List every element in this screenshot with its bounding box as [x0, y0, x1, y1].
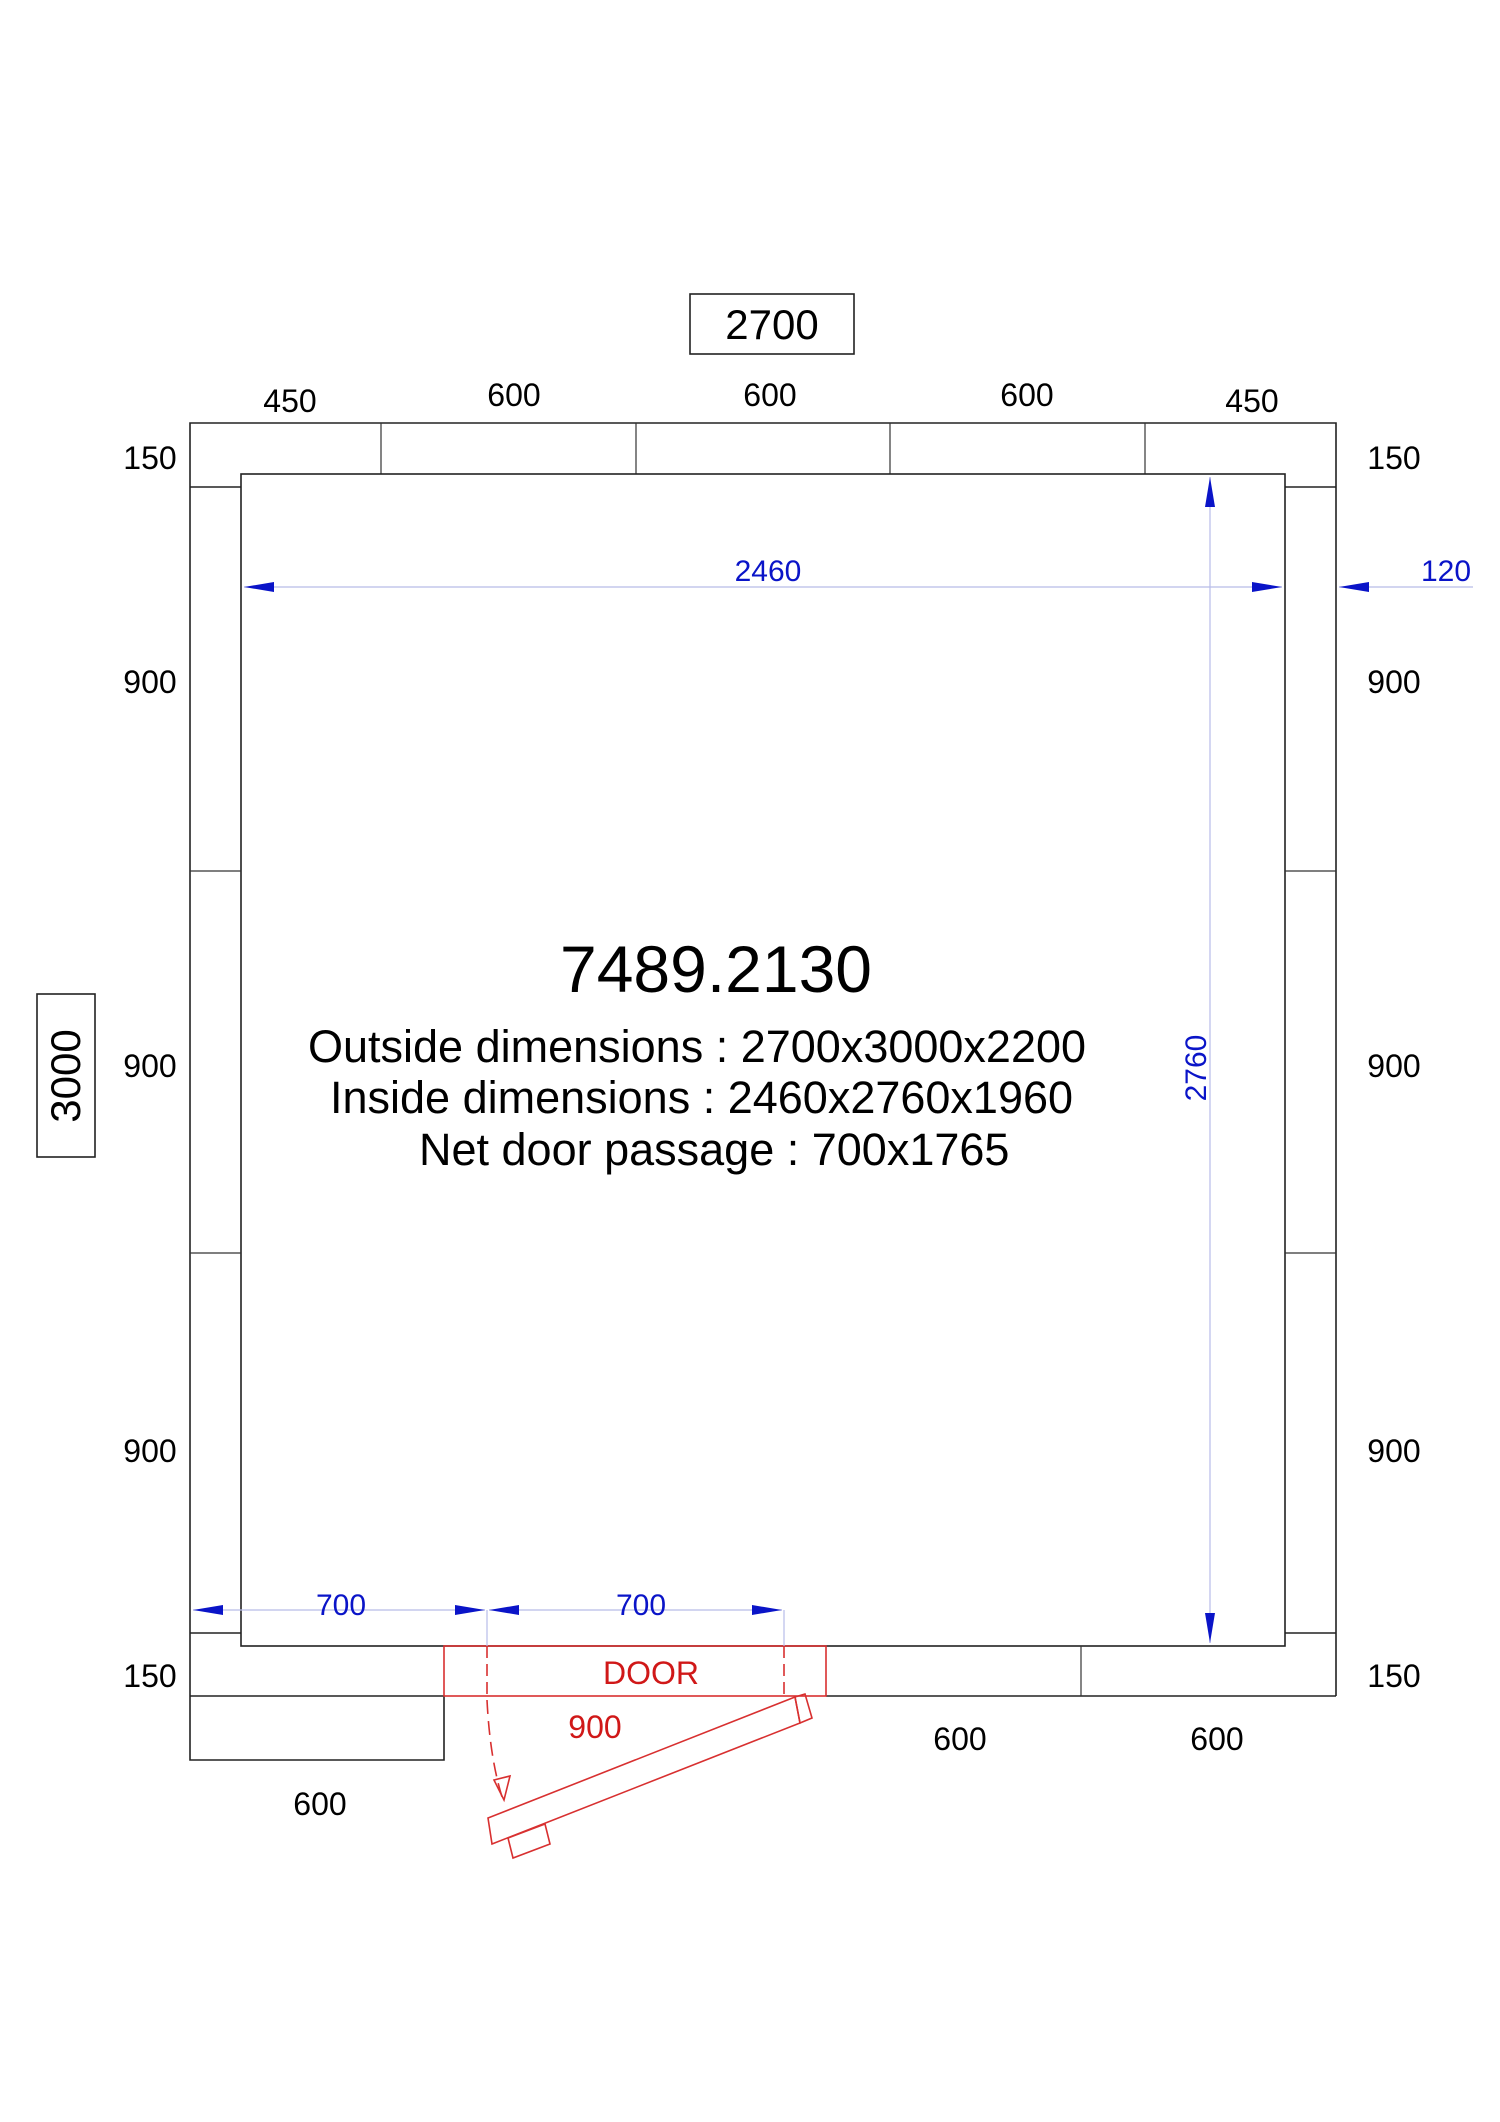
- door-passage-dim: 700: [616, 1589, 666, 1622]
- bottom-panel-label: 600: [1190, 1721, 1243, 1757]
- inner-width-dim: 2460: [735, 555, 802, 588]
- top-panel-label: 600: [487, 377, 540, 413]
- top-panel-label: 450: [1225, 383, 1278, 419]
- overall-width-label: 2700: [725, 301, 818, 348]
- product-code: 7489.2130: [560, 932, 872, 1006]
- inside-dimensions: Inside dimensions : 2460x2760x1960: [330, 1072, 1073, 1123]
- outside-dimensions: Outside dimensions : 2700x3000x2200: [308, 1021, 1086, 1072]
- overall-width-box: [689, 293, 855, 355]
- door-offset-dim: 700: [316, 1589, 366, 1622]
- right-panel-label: 900: [1367, 1433, 1420, 1469]
- top-panel-label: 600: [1000, 377, 1053, 413]
- door: [443, 1645, 827, 1860]
- door-width-label: 900: [568, 1709, 621, 1745]
- top-panel-label: 600: [743, 377, 796, 413]
- left-wall: [189, 487, 241, 1696]
- door-leaf: [487, 1695, 801, 1846]
- corner-label: 150: [123, 1658, 176, 1694]
- right-wall: [1285, 487, 1337, 1696]
- top-panel-label: 450: [263, 383, 316, 419]
- corner-label: 150: [123, 440, 176, 476]
- corner-label: 150: [1367, 1658, 1420, 1694]
- left-panel-label: 900: [123, 1433, 176, 1469]
- door-swing-arc: [486, 1699, 504, 1801]
- top-wall: [189, 422, 1337, 488]
- wall-thickness-dim: 120: [1421, 555, 1471, 588]
- overall-depth-box: [36, 993, 96, 1158]
- bottom-wall: [189, 1646, 1336, 1761]
- bottom-panel-label: 600: [933, 1721, 986, 1757]
- left-panel-label: 900: [123, 1048, 176, 1084]
- inner-depth-dim: 2760: [1180, 1035, 1213, 1102]
- net-door-passage: Net door passage : 700x1765: [419, 1124, 1009, 1175]
- door-handle: [507, 1822, 551, 1860]
- right-panel-label: 900: [1367, 1048, 1420, 1084]
- door-label: DOOR: [603, 1655, 699, 1691]
- overall-depth-label: 3000: [42, 1029, 89, 1122]
- bottom-panel-label: 600: [293, 1786, 346, 1822]
- door-hinge: [794, 1693, 813, 1725]
- right-panel-label: 900: [1367, 664, 1420, 700]
- left-panel-label: 900: [123, 664, 176, 700]
- dimension-lines: [193, 477, 1473, 1646]
- corner-label: 150: [1367, 440, 1420, 476]
